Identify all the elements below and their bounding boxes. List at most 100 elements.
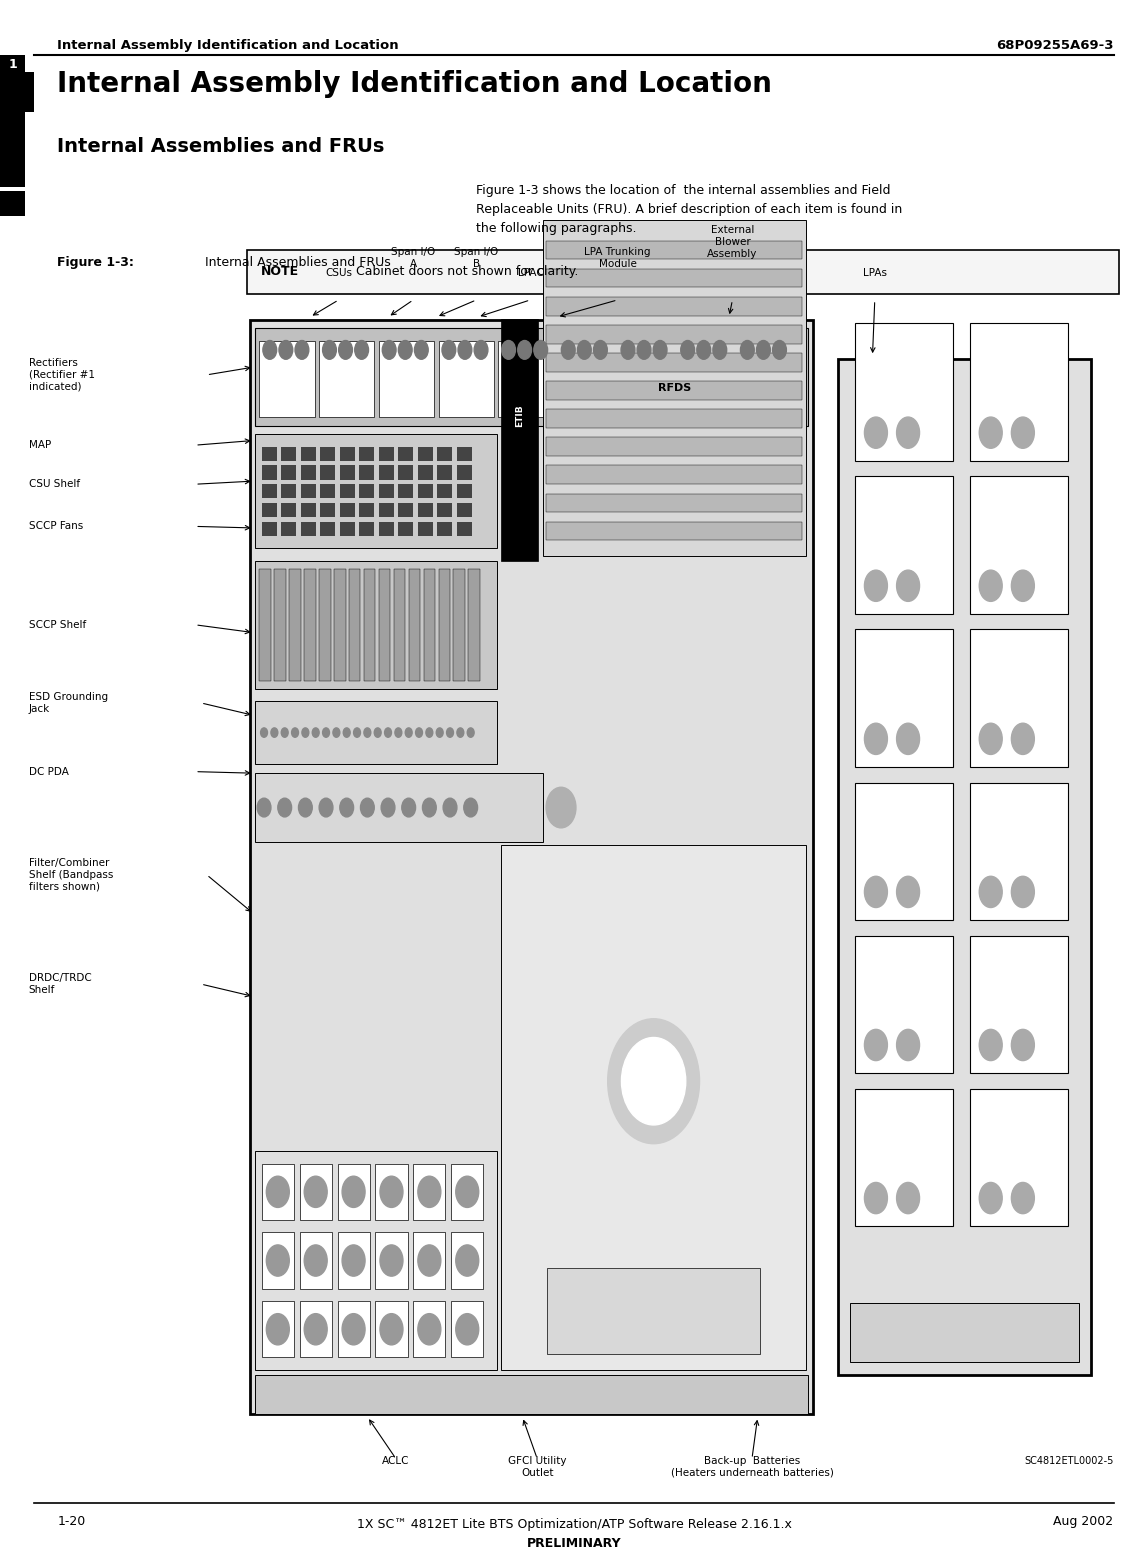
Bar (855, 783, 953, 920)
Bar (300, 1164, 332, 1220)
Bar (418, 465, 433, 480)
Circle shape (418, 1314, 441, 1345)
Bar (262, 503, 277, 517)
Circle shape (281, 728, 288, 737)
Text: Internal Assemblies and FRUs: Internal Assemblies and FRUs (57, 137, 385, 156)
Text: Aug 2002: Aug 2002 (1054, 1515, 1114, 1528)
Text: LPA Trunking
Module: LPA Trunking Module (584, 247, 651, 269)
Circle shape (979, 417, 1002, 448)
Bar (546, 1268, 760, 1354)
Circle shape (897, 570, 920, 601)
Circle shape (323, 728, 329, 737)
Bar (364, 569, 375, 681)
Bar (300, 1301, 332, 1357)
Text: CSUs: CSUs (325, 269, 352, 278)
Text: CSU Shelf: CSU Shelf (29, 480, 80, 489)
Circle shape (292, 728, 298, 737)
Circle shape (339, 341, 352, 359)
Bar (546, 381, 802, 400)
Circle shape (457, 728, 464, 737)
Bar (451, 1301, 483, 1357)
Bar (379, 447, 394, 461)
Text: Internal Assemblies and FRUs: Internal Assemblies and FRUs (201, 256, 390, 269)
Bar (320, 484, 335, 498)
Circle shape (897, 723, 920, 754)
Bar (424, 569, 435, 681)
Bar (457, 503, 472, 517)
Bar (301, 465, 316, 480)
Bar (379, 503, 394, 517)
Bar (255, 561, 497, 689)
Bar (546, 409, 802, 428)
Bar (0, 191, 25, 216)
Circle shape (897, 1182, 920, 1214)
Bar (281, 484, 296, 498)
Circle shape (395, 728, 402, 737)
Bar (677, 341, 732, 417)
Circle shape (979, 876, 1002, 908)
Circle shape (864, 1182, 887, 1214)
Circle shape (979, 723, 1002, 754)
Text: Internal Assembly Identification and Location: Internal Assembly Identification and Loc… (57, 70, 773, 98)
Circle shape (456, 1176, 479, 1207)
Text: External
Blower
Assembly: External Blower Assembly (707, 225, 758, 259)
Circle shape (422, 798, 436, 817)
Bar (453, 569, 465, 681)
Circle shape (561, 341, 575, 359)
Bar (289, 569, 301, 681)
Bar (338, 1232, 370, 1289)
Circle shape (546, 787, 576, 828)
Bar (250, 320, 813, 1414)
Circle shape (257, 798, 271, 817)
Bar (418, 522, 433, 536)
Bar (546, 241, 802, 259)
Text: RFDS: RFDS (658, 383, 691, 394)
Text: DRDC/TRDC
Shelf: DRDC/TRDC Shelf (29, 973, 92, 995)
Circle shape (418, 1176, 441, 1207)
Circle shape (380, 1176, 403, 1207)
Circle shape (381, 798, 395, 817)
Bar (359, 447, 374, 461)
Circle shape (374, 728, 381, 737)
Bar (546, 465, 802, 484)
Bar (255, 773, 543, 842)
Text: LPAC: LPAC (518, 269, 543, 278)
Text: Filter/Combiner
Shelf (Bandpass
filters shown): Filter/Combiner Shelf (Bandpass filters … (29, 858, 113, 892)
Bar (262, 522, 277, 536)
Circle shape (979, 1182, 1002, 1214)
Circle shape (474, 341, 488, 359)
Bar (301, 484, 316, 498)
Text: Span I/O
B: Span I/O B (455, 247, 498, 269)
Bar (546, 522, 802, 540)
Bar (340, 503, 355, 517)
Circle shape (304, 1245, 327, 1276)
Circle shape (697, 341, 711, 359)
Bar (838, 359, 1091, 1375)
Circle shape (740, 341, 754, 359)
Bar (502, 845, 806, 1370)
Bar (359, 484, 374, 498)
Bar (855, 629, 953, 767)
Text: LPAs: LPAs (863, 269, 886, 278)
Bar (359, 522, 374, 536)
Bar (301, 503, 316, 517)
Bar (262, 1164, 294, 1220)
Bar (255, 1375, 808, 1414)
Circle shape (447, 728, 453, 737)
Circle shape (271, 728, 278, 737)
Bar (320, 503, 335, 517)
Bar (398, 522, 413, 536)
Bar (850, 1303, 1079, 1362)
Bar (262, 1232, 294, 1289)
Bar (437, 447, 452, 461)
Bar (375, 1232, 408, 1289)
Bar (259, 569, 271, 681)
Circle shape (398, 341, 412, 359)
Bar (25, 72, 34, 112)
Bar (970, 476, 1068, 614)
Bar (281, 465, 296, 480)
Circle shape (864, 723, 887, 754)
Circle shape (266, 1314, 289, 1345)
Circle shape (266, 1245, 289, 1276)
Circle shape (864, 876, 887, 908)
